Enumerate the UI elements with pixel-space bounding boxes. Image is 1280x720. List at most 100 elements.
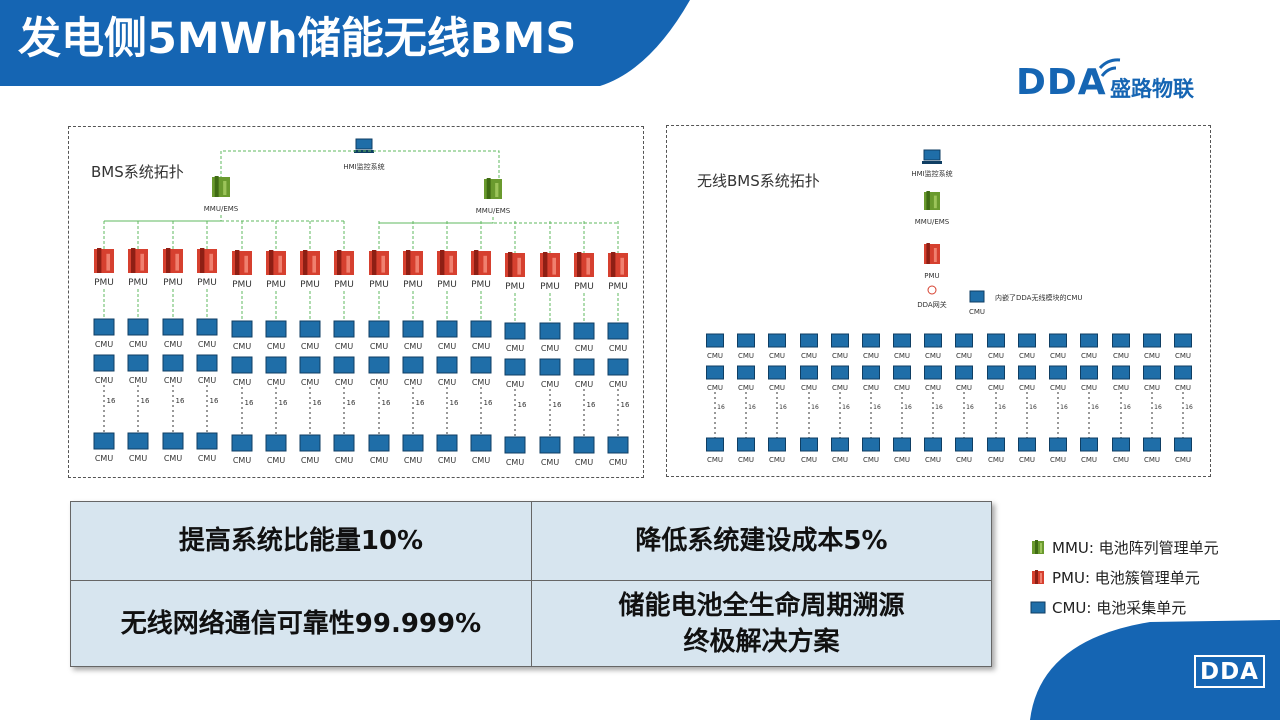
cmu-label: CMU bbox=[301, 342, 319, 351]
cmu-count-label: 16 bbox=[811, 404, 819, 411]
corner-logo: DDA bbox=[1194, 655, 1265, 688]
cmu-icon bbox=[436, 320, 458, 338]
mmu-icon bbox=[484, 178, 502, 199]
cmu-count-label: 16 bbox=[1060, 404, 1068, 411]
cmu-label: CMU bbox=[832, 352, 848, 360]
cmu-icon bbox=[299, 434, 321, 452]
cmu-icon bbox=[1112, 333, 1130, 348]
benefit-traceability: 储能电池全生命周期溯源 终极解决方案 bbox=[531, 580, 992, 667]
cmu-icon bbox=[1049, 333, 1067, 348]
cmu-label: CMU bbox=[506, 344, 524, 353]
cmu-icon bbox=[573, 358, 595, 376]
mmu-to-pmu-link bbox=[104, 215, 344, 222]
cmu-label: CMU bbox=[707, 384, 723, 392]
legend-item-cmu: CMU: 电池采集单元 bbox=[1030, 592, 1219, 622]
pmu-label: PMU bbox=[924, 272, 939, 280]
cmu-icon bbox=[800, 437, 818, 452]
cmu-icon bbox=[706, 333, 724, 348]
mmu-label: MMU/EMS bbox=[476, 207, 511, 215]
cmu-label: CMU bbox=[1019, 384, 1035, 392]
pmu-icon bbox=[232, 250, 252, 275]
cmu-label: CMU bbox=[472, 456, 490, 465]
cmu-label: CMU bbox=[267, 342, 285, 351]
cmu-label: CMU bbox=[707, 352, 723, 360]
cmu-icon bbox=[436, 356, 458, 374]
cmu-icon bbox=[333, 320, 355, 338]
cmu-label: CMU bbox=[198, 376, 216, 385]
cmu-count-label: 16 bbox=[553, 401, 562, 409]
cmu-label: CMU bbox=[738, 352, 754, 360]
cmu-label: CMU bbox=[1175, 384, 1191, 392]
cmu-count-label: 16 bbox=[279, 399, 288, 407]
cmu-icon bbox=[162, 318, 184, 336]
cmu-label: CMU bbox=[609, 344, 627, 353]
cmu-icon bbox=[1143, 437, 1161, 452]
legend-pmu-label: PMU: 电池簇管理单元 bbox=[1052, 568, 1200, 587]
pmu-icon bbox=[403, 250, 423, 275]
pmu-icon bbox=[471, 250, 491, 275]
mmu-icon bbox=[1032, 540, 1044, 554]
cmu-label: CMU bbox=[1144, 352, 1160, 360]
cmu-icon bbox=[831, 365, 849, 380]
mmu-label: MMU/EMS bbox=[204, 205, 239, 213]
cmu-label: CMU bbox=[609, 458, 627, 467]
cmu-icon bbox=[265, 320, 287, 338]
pmu-icon bbox=[608, 252, 628, 277]
pmu-icon bbox=[128, 248, 148, 273]
cmu-icon bbox=[1112, 365, 1130, 380]
pmu-label: PMU bbox=[437, 280, 457, 290]
pmu-label: PMU bbox=[232, 280, 252, 290]
cmu-label: CMU bbox=[370, 378, 388, 387]
benefits-table: 提高系统比能量10% 降低系统建设成本5% 无线网络通信可靠性99.999% 储… bbox=[70, 501, 992, 667]
pmu-icon bbox=[369, 250, 389, 275]
cmu-icon bbox=[706, 437, 724, 452]
cmu-icon bbox=[987, 437, 1005, 452]
mmu-icon bbox=[924, 191, 940, 210]
cmu-icon bbox=[333, 356, 355, 374]
benefit-cost-reduction: 降低系统建设成本5% bbox=[531, 501, 992, 581]
cmu-count-label: 16 bbox=[621, 401, 630, 409]
title-banner bbox=[0, 0, 690, 86]
cmu-icon bbox=[893, 333, 911, 348]
cmu-label: CMU bbox=[988, 456, 1004, 464]
cmu-icon bbox=[470, 356, 492, 374]
cmu-icon bbox=[924, 333, 942, 348]
cmu-count-label: 16 bbox=[176, 397, 185, 405]
pmu-label: PMU bbox=[369, 280, 389, 290]
cmu-label: CMU bbox=[988, 384, 1004, 392]
cmu-count-label: 16 bbox=[450, 399, 459, 407]
legend-cmu-label: CMU: 电池采集单元 bbox=[1052, 598, 1187, 617]
cmu-count-label: 16 bbox=[1185, 404, 1193, 411]
cmu-label: CMU bbox=[863, 352, 879, 360]
pmu-label: PMU bbox=[540, 282, 560, 292]
cmu-icon bbox=[1112, 437, 1130, 452]
cmu-label: CMU bbox=[832, 456, 848, 464]
cmu-icon bbox=[1080, 333, 1098, 348]
bms-topology-title: BMS系统拓扑 bbox=[91, 163, 184, 181]
cmu-icon bbox=[893, 365, 911, 380]
cmu-label: CMU bbox=[472, 342, 490, 351]
cmu-icon bbox=[1030, 601, 1046, 614]
cmu-icon bbox=[924, 365, 942, 380]
cmu-label: CMU bbox=[1019, 352, 1035, 360]
cmu-icon bbox=[706, 365, 724, 380]
cmu-icon bbox=[539, 436, 561, 454]
cmu-icon bbox=[969, 290, 985, 303]
cmu-icon bbox=[93, 318, 115, 336]
pmu-icon bbox=[300, 250, 320, 275]
cmu-label: CMU bbox=[956, 352, 972, 360]
cmu-icon bbox=[127, 318, 149, 336]
cmu-icon bbox=[470, 320, 492, 338]
pmu-icon bbox=[197, 248, 217, 273]
cmu-icon bbox=[402, 320, 424, 338]
cmu-count-label: 16 bbox=[1154, 404, 1162, 411]
hmi-icon bbox=[922, 149, 942, 164]
cmu-icon bbox=[768, 437, 786, 452]
legend-item-pmu: PMU: 电池簇管理单元 bbox=[1030, 562, 1219, 592]
pmu-label: PMU bbox=[163, 278, 183, 288]
cmu-label: CMU bbox=[404, 456, 422, 465]
pmu-icon bbox=[1032, 570, 1044, 584]
cmu-count-label: 16 bbox=[587, 401, 596, 409]
cmu-icon bbox=[955, 333, 973, 348]
benefit-traceability-line2: 终极解决方案 bbox=[683, 626, 840, 657]
